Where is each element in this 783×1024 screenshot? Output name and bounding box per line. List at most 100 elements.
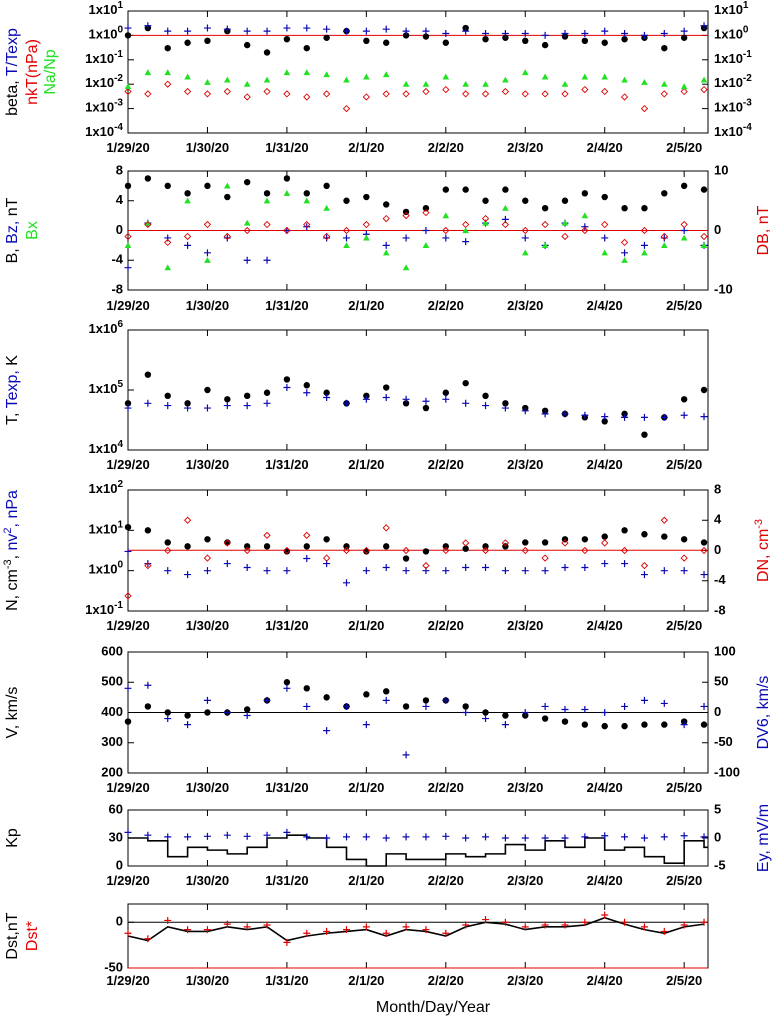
data-point [243,706,251,713]
data-point [243,226,251,235]
y-tick-label-right: 8 [714,481,721,496]
data-point [700,186,708,193]
data-point [462,379,469,387]
data-point [164,238,172,247]
data-point [541,834,549,842]
data-point [482,219,489,226]
series-db [124,209,708,247]
date-tick-label: 1/29/20 [106,457,149,472]
data-point [481,214,490,223]
y-axis-label-2: Bx [24,221,41,240]
data-point [342,104,351,113]
y-tick-label: 1x101 [89,519,124,537]
date-tick-label: 2/2/20 [428,618,464,633]
y-tick-label-right: 5 [714,801,721,816]
data-point [402,234,410,242]
data-point [660,29,668,37]
data-point [541,73,549,80]
data-point [601,27,609,35]
data-point [164,709,171,716]
data-point [343,543,350,550]
data-point [581,721,589,728]
y-axis-label: Dst,nT [4,912,21,959]
y-tick-label: 300 [101,734,123,749]
data-point [621,833,629,841]
data-point [303,685,310,692]
date-tick-label: 2/2/20 [428,973,464,988]
data-point [680,27,688,35]
data-point [541,539,549,546]
data-point [263,197,271,204]
data-point [462,227,469,234]
data-point [561,921,569,929]
data-point [541,567,549,575]
data-point [581,918,589,926]
data-point [541,204,549,212]
data-point [581,536,589,543]
data-point [601,722,608,730]
y-tick-label-right: -4 [714,572,726,587]
data-point [223,539,231,547]
y-tick-label-right: 4 [714,512,722,527]
data-point [660,833,668,841]
data-point [620,238,629,247]
data-point [700,85,708,94]
data-point [442,929,450,937]
date-tick-label: 2/4/20 [587,457,623,472]
data-point [482,402,490,410]
data-point [243,41,251,49]
data-point [442,29,450,37]
data-point [363,37,370,45]
data-point [144,219,152,226]
data-point [680,182,688,190]
x-axis-title: Month/Day/Year [376,999,491,1016]
data-point [422,404,430,412]
date-tick-label: 1/30/20 [186,618,229,633]
data-point [561,718,569,725]
data-point [303,929,311,937]
data-point [581,226,589,235]
data-point [243,93,251,101]
data-point [382,214,390,223]
data-point [402,27,410,35]
data-point [283,69,291,76]
data-point [422,242,430,248]
date-tick-label: 2/4/20 [587,298,623,313]
y-tick-label: 0 [116,222,123,237]
data-point [561,539,569,547]
data-point [164,539,171,546]
y-tick-label: 1x100 [89,559,124,577]
data-point [283,376,291,383]
data-point [183,232,192,241]
data-point [521,567,529,575]
data-point [263,389,271,396]
data-point [521,226,529,235]
data-point [522,37,529,45]
data-point [442,39,450,46]
data-point [303,555,311,563]
data-point [323,834,331,842]
y-tick-label-right: 100 [714,643,736,658]
data-point [522,197,529,204]
data-point [402,833,410,841]
data-point [283,828,291,836]
data-point [303,702,311,710]
date-tick-label: 1/31/20 [265,618,308,633]
data-point [303,382,310,389]
series-b [124,175,708,216]
data-point [144,527,152,534]
data-point [184,241,192,249]
date-tick-label: 2/3/20 [507,618,543,633]
data-point [402,395,410,403]
plot-frame [127,329,709,451]
data-point [641,721,648,728]
data-point [700,833,708,841]
data-point [263,220,271,229]
data-point [342,579,350,587]
data-point [661,190,668,197]
data-point [482,563,490,571]
y-axis-label-2: nkT(nPa) [24,39,41,105]
data-point [700,571,708,579]
data-point [204,182,211,190]
y-tick-label: 1x10-1 [85,600,123,618]
